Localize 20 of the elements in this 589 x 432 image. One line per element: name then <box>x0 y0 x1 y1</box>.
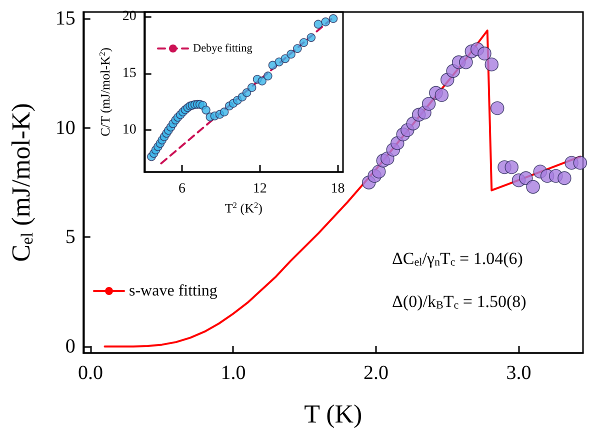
annotation: ΔCel/γnTc = 1.04(6) <box>392 249 523 268</box>
y-tick-label: 0 <box>65 335 76 358</box>
x-tick-label: 6 <box>178 182 186 196</box>
x-tick-label: 1.0 <box>220 362 246 384</box>
annotation: Δ(0)/kBTc = 1.50(8) <box>392 292 526 312</box>
x-tick-label: 0.0 <box>78 362 103 384</box>
y-tick-label: 15 <box>122 66 136 81</box>
y-axis-title: Cel (mJ/mol-K) <box>6 103 36 262</box>
y-tick-label: 15 <box>55 8 76 30</box>
x-axis-title: T (K) <box>304 400 362 428</box>
y-axis-title: C/T (mJ/mol-K2) <box>97 47 112 136</box>
y-tick-label: 5 <box>65 226 76 248</box>
legend-label: s-wave fitting <box>129 282 218 300</box>
y-tick-label: 10 <box>55 116 76 139</box>
y-tick-label: 10 <box>122 122 136 138</box>
legend-label: Debye fitting <box>193 42 253 54</box>
x-tick-label: 2.0 <box>364 362 388 384</box>
x-tick-label: 12 <box>252 182 267 196</box>
x-tick-label: 3.0 <box>506 362 532 384</box>
x-tick-label: 18 <box>330 182 345 196</box>
